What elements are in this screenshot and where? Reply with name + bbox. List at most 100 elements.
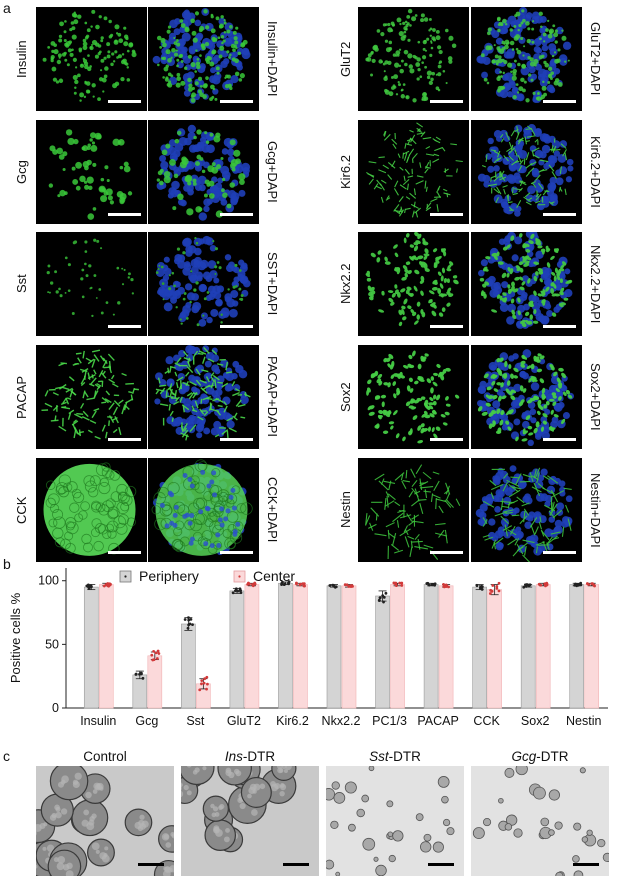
brightfield-image-2 [326,766,464,876]
data-point [383,596,386,599]
scale-bar [108,325,141,328]
scale-bar [543,100,576,103]
data-point [379,596,382,599]
scale-bar [108,213,141,216]
data-point [491,590,494,593]
data-point [378,599,381,602]
panel-c-letter: c [3,748,10,764]
data-point [538,583,541,586]
condition-title-control: Control [36,749,174,764]
bar-center-gcg [148,656,162,708]
data-point [545,582,548,585]
tile-nkx22 [358,232,469,336]
tile-glut2 [358,7,469,111]
data-point [187,619,190,622]
x-tick-label: GluT2 [227,714,261,728]
x-tick-label: Nestin [566,714,601,728]
data-point [89,585,92,588]
data-point [157,652,160,655]
data-point [295,582,298,585]
tile-nestin-dapi [471,458,582,562]
label-sox2-dapi: Sox2+DAPI [588,363,603,431]
tile-cck-dapi [148,458,259,562]
data-point [489,592,492,595]
bar-center-nestin [585,585,599,708]
scale-bar [543,213,576,216]
tile-sox2-dapi [471,345,582,449]
label-cck: CCK [14,496,29,523]
tile-gcg [36,120,147,224]
data-point [247,582,250,585]
label-sst: Sst [14,275,29,294]
label-insulin-dapi: Insulin+DAPI [265,21,280,97]
data-point [187,627,190,630]
data-point [428,584,431,587]
data-point [525,584,528,587]
data-point [139,672,142,675]
data-point [142,677,145,680]
label-nestin-dapi: Nestin+DAPI [588,473,603,548]
bar-center-cck [488,590,502,708]
condition-title-ins: Ins-DTR [181,749,319,764]
data-point [575,584,578,587]
data-point [109,583,112,586]
scale-bar [573,863,599,866]
label-pacap-dapi: PACAP+DAPI [265,356,280,437]
tile-kir62 [358,120,469,224]
data-point [476,584,479,587]
scale-bar [543,438,576,441]
data-point [135,673,138,676]
x-tick-label: PC1/3 [372,714,407,728]
bar-periphery-gcg [133,675,147,708]
bar-center-glut2 [245,585,259,708]
label-nkx22: Nkx2.2 [338,264,353,304]
scale-bar [430,551,463,554]
data-point [385,592,388,595]
data-point [481,585,484,588]
scale-bar [428,863,454,866]
legend-dot [124,575,126,577]
scale-bar [108,100,141,103]
tile-cck [36,458,147,562]
scale-bar [430,438,463,441]
data-point [580,583,583,586]
brightfield-image-1 [181,766,319,876]
data-point [200,679,203,682]
bar-center-nkx2.2 [342,586,356,708]
data-point [153,658,156,661]
label-gcg-dapi: Gcg+DAPI [265,141,280,203]
tile-nkx22-dapi [471,232,582,336]
data-point [157,650,160,653]
bar-periphery-kir6.2 [278,583,292,708]
label-sst-dapi: SST+DAPI [265,252,280,315]
data-point [156,657,159,660]
condition-title-sst: Sst-DTR [326,749,464,764]
tile-pacap-dapi [148,345,259,449]
bar-center-insulin [99,585,113,708]
label-sox2: Sox2 [338,382,353,412]
data-point [155,652,158,655]
tile-kir62-dapi [471,120,582,224]
label-insulin: Insulin [14,40,29,78]
data-point [187,616,190,619]
tile-sst [36,232,147,336]
y-tick-label: 0 [52,701,59,715]
bar-center-sox2 [536,585,550,708]
data-point [205,676,208,679]
bar-periphery-sst [181,624,195,708]
bar-center-pc1/3 [391,585,405,708]
data-point [239,589,242,592]
tile-sst-dapi [148,232,259,336]
bar-periphery-sox2 [521,586,535,708]
x-tick-label: Kir6.2 [276,714,309,728]
data-point [498,582,501,585]
tile-insulin-dapi [148,7,259,111]
brightfield-image-0 [36,766,174,876]
data-point [334,586,337,589]
data-point [529,583,532,586]
data-point [106,582,109,585]
legend-label-center: Center [253,568,295,584]
scale-bar [108,438,141,441]
scale-bar [220,551,253,554]
scale-bar [543,551,576,554]
